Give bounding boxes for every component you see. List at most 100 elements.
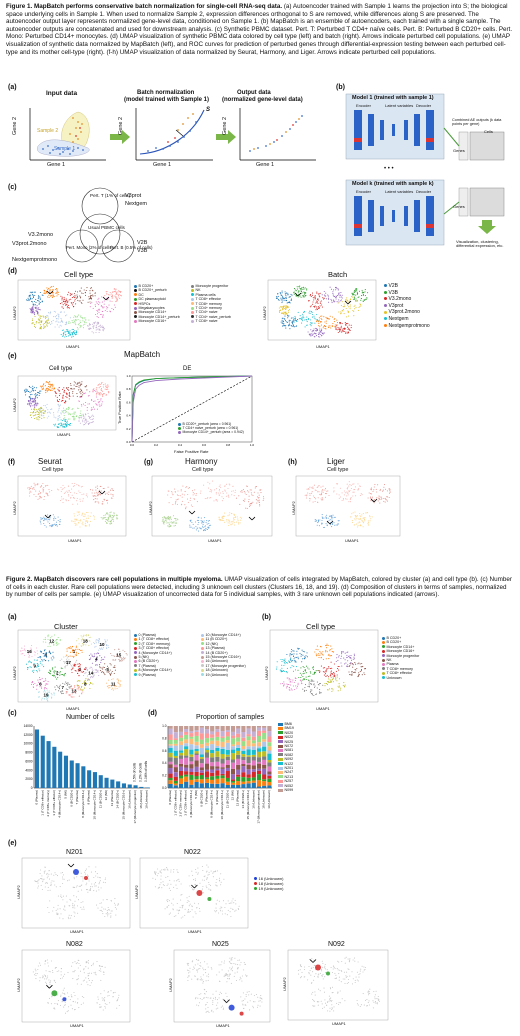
- legend-label: T CD4+ naive_perturb: [195, 314, 231, 319]
- modelk-decoder: Decoder: [416, 189, 432, 194]
- stack-segment: [225, 760, 230, 765]
- stack-segment: [220, 726, 225, 732]
- legend-label: 2 (T CD8+ memory): [138, 641, 171, 646]
- output-data-subtitle: (normalized gene-level data): [222, 97, 303, 103]
- legend-swatch: [134, 302, 137, 306]
- legend-item: B CD20+_perturb (area = 0.961): [178, 422, 244, 426]
- v32mono-label: V3.2mono: [28, 232, 54, 238]
- stack-segment: [184, 746, 189, 750]
- sample-umap1: UMAP1: [216, 1023, 230, 1028]
- sample-umap1: UMAP1: [70, 929, 84, 934]
- stack-segment: [184, 755, 189, 758]
- bar: [58, 751, 63, 788]
- stack-segment: [204, 733, 210, 739]
- stack-segment: [194, 771, 199, 777]
- stack-segment: [168, 748, 173, 753]
- stack-segment: [210, 740, 215, 745]
- stack-segment: [230, 782, 236, 785]
- legend-item: N099: [278, 788, 294, 792]
- seurat-umap1: UMAP1: [68, 538, 82, 543]
- stack-segment: [184, 729, 189, 732]
- stack-segment: [210, 737, 215, 741]
- stack-segment: [184, 757, 189, 765]
- umap-cluster: [53, 418, 72, 429]
- legend-swatch: [201, 668, 204, 672]
- model1-encoder: Encoder: [356, 103, 371, 108]
- stack-segment: [204, 777, 210, 779]
- umap-cluster: [32, 959, 66, 986]
- umap-cluster: [167, 485, 198, 510]
- projection-arrow: [175, 129, 184, 137]
- stack-segment: [256, 742, 262, 747]
- legend-swatch: [178, 422, 181, 426]
- roc-xtick: 0.4: [178, 443, 183, 447]
- roc-diagonal: [131, 375, 253, 443]
- cluster-label: 0: [45, 653, 48, 658]
- umap-cluster: [54, 387, 71, 404]
- legend-swatch: [278, 762, 283, 766]
- bar: [69, 760, 74, 788]
- stack-segment: [220, 754, 225, 759]
- umap-cluster: [25, 659, 45, 673]
- venn-pert-mono: [65, 229, 99, 263]
- stack-segment: [262, 781, 267, 786]
- stack-segment: [267, 775, 272, 779]
- stack-segment: [199, 747, 204, 755]
- legend-label: Megakaryocytes: [138, 306, 165, 311]
- umap-cluster: [34, 866, 65, 892]
- legend-item: 17 (Monocyte progenitor): [201, 664, 264, 668]
- stack-segment: [236, 785, 241, 789]
- umap-cluster: [280, 677, 303, 691]
- venn-pert-t: [81, 187, 119, 225]
- stack-segment: [256, 757, 262, 762]
- category-label: 12 (NK): [104, 790, 108, 800]
- stack-segment: [262, 751, 267, 757]
- bar: [46, 741, 51, 788]
- stack-segment: [230, 746, 236, 750]
- umap-cluster: [40, 381, 56, 394]
- legend-label: B CD20+: [386, 636, 402, 640]
- umap-cluster: [189, 516, 212, 532]
- stack-segment: [267, 762, 272, 767]
- legend-item: NK: [191, 288, 244, 292]
- umap-cluster: [311, 986, 346, 1012]
- fig1-panel-g-label: (g): [144, 459, 153, 466]
- bar: [145, 787, 150, 788]
- stack-segment: [178, 775, 184, 779]
- bar: [63, 755, 68, 788]
- stack-segment: [189, 736, 194, 739]
- legend-item: 1 (T CD8+ effector): [134, 637, 197, 641]
- stack-segment: [256, 786, 262, 789]
- legend-label: Monocyte CD14+: [138, 310, 167, 315]
- liger-umap2: UMAP2: [291, 501, 296, 515]
- legend-swatch: [384, 323, 387, 327]
- umap-cluster: [104, 288, 122, 303]
- legend-swatch: [384, 303, 387, 307]
- sample2-points: [69, 117, 83, 143]
- category-label: 10 (Monocyte CD14+): [93, 790, 97, 819]
- venn-diagram: [65, 187, 135, 263]
- legend-swatch: [191, 288, 194, 292]
- legend-item: N257: [278, 779, 294, 783]
- stack-segment: [215, 766, 220, 769]
- cluster-label: 6: [39, 682, 42, 687]
- legend-swatch: [278, 740, 283, 744]
- stack-segment: [241, 750, 246, 755]
- legend-item: Plasma cells: [191, 293, 244, 297]
- sample-umap: [287, 949, 389, 1021]
- rare-population: [326, 971, 330, 976]
- stack-segment: [194, 749, 199, 752]
- sample-title: N082: [66, 941, 83, 948]
- umap-cluster: [337, 296, 362, 318]
- arrow-icon: [191, 884, 198, 889]
- stack-segment: [262, 741, 267, 747]
- fig2a-umap2: UMAP2: [12, 666, 17, 680]
- stack-segment: [236, 764, 241, 770]
- fig1d-celltype-umap: [17, 279, 131, 341]
- legend-label: 11 (B CD20+): [205, 637, 228, 642]
- stack-segment: [178, 783, 184, 788]
- stack-segment: [173, 758, 178, 765]
- stack-segment: [230, 768, 236, 775]
- legend-label: BM19: [284, 726, 294, 731]
- umap-cluster: [321, 286, 343, 304]
